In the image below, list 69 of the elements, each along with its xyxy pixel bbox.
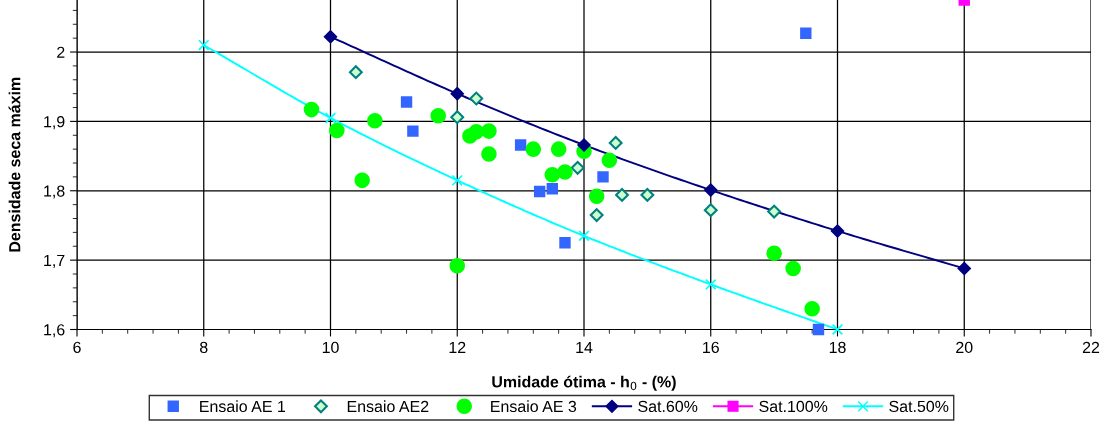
legend-label: Sat.60% [638, 400, 698, 413]
point [812, 323, 825, 336]
point [705, 278, 717, 291]
point [578, 230, 590, 242]
legend-label: Ensaio AE2 [347, 400, 429, 413]
point [800, 27, 812, 39]
point [450, 86, 464, 101]
x-tick-label: 10 [322, 341, 339, 354]
x-tick-label: 14 [576, 341, 593, 353]
x-tick-label: 16 [703, 341, 719, 354]
point [533, 185, 546, 198]
point [303, 101, 320, 118]
y-tick-label: 1,6 [44, 324, 65, 338]
point [588, 188, 605, 205]
point [198, 39, 210, 51]
point [367, 112, 383, 129]
point [577, 138, 591, 152]
point [703, 203, 718, 218]
point [451, 174, 463, 187]
point [544, 167, 561, 183]
point [550, 141, 567, 157]
point [323, 30, 338, 44]
point [597, 171, 609, 183]
point [546, 182, 559, 195]
point [469, 91, 484, 106]
point [514, 139, 527, 151]
y-tick-label: 1,8 [44, 185, 65, 199]
x-tick-label: 6 [73, 341, 81, 354]
x-tick-label: 12 [449, 341, 466, 353]
legend-label: Sat.50% [889, 400, 949, 413]
point [348, 65, 363, 80]
point [785, 260, 801, 277]
point [481, 123, 497, 139]
point [430, 108, 447, 124]
point [766, 245, 782, 261]
point [570, 160, 585, 175]
point [804, 300, 820, 317]
y-tick-label: 1,7 [44, 254, 65, 268]
point [557, 164, 573, 180]
point [400, 96, 413, 108]
x-axis-title: Umidade ótima - h$_{0}$ - (%) [492, 375, 676, 391]
x-tick-label: 18 [829, 341, 846, 354]
point [767, 204, 782, 219]
legend-label: Ensaio AE 3 [491, 400, 577, 413]
point [525, 141, 542, 157]
point [640, 187, 655, 202]
legend-label: Sat.100% [759, 400, 828, 413]
point [704, 183, 718, 197]
point [830, 224, 845, 238]
point [608, 135, 623, 150]
point [481, 146, 497, 162]
y-tick-label: 1,9 [44, 116, 65, 130]
y-tick-label: 2 [57, 46, 65, 58]
x-tick-label: 20 [956, 341, 973, 354]
y-axis-title: Densidade seca máxim [8, 77, 21, 252]
point [957, 261, 971, 276]
x-tick-label: 22 [1082, 341, 1100, 353]
point [615, 187, 629, 202]
point [407, 125, 419, 137]
point [559, 237, 571, 249]
point [601, 152, 618, 169]
point [354, 172, 370, 189]
point [449, 257, 466, 274]
x-tick-label: 8 [200, 341, 208, 354]
point [329, 122, 345, 139]
legend-label: Ensaio AE 1 [200, 400, 286, 413]
point [450, 110, 465, 125]
point [324, 112, 337, 124]
point [589, 208, 604, 222]
